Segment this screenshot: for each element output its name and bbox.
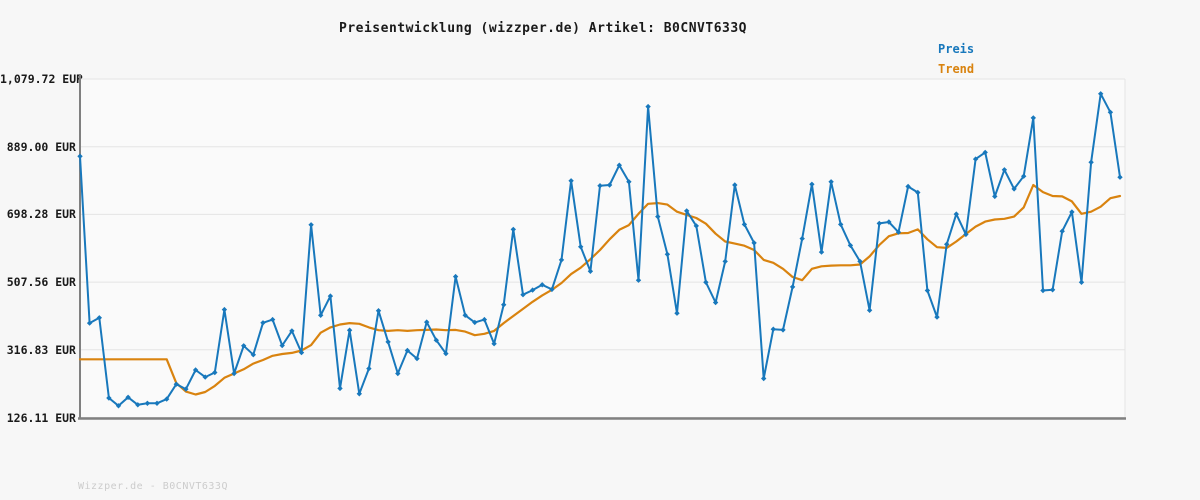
y-axis-tick-label: 126.11 EUR (6, 410, 76, 425)
y-axis-tick-label: 698.28 EUR (6, 207, 76, 222)
y-axis-tick-label: 316.83 EUR (6, 342, 76, 357)
y-axis-tick-label: 889.00 EUR (6, 139, 76, 154)
legend-item-preis: Preis (938, 39, 974, 59)
legend-label-trend: Trend (938, 62, 975, 76)
chart-title: Preisentwicklung (wizzper.de) Artikel: B… (338, 21, 748, 36)
legend-label-preis: Preis (938, 42, 975, 56)
y-axis-tick-label: 1,079.72 EUR (0, 72, 84, 86)
legend: Preis Trend (938, 39, 974, 79)
watermark-text: Wizzper.de - B0CNVT633Q (78, 481, 228, 492)
y-axis-tick-label: 507.56 EUR (6, 275, 76, 290)
legend-item-trend: Trend (938, 59, 974, 79)
